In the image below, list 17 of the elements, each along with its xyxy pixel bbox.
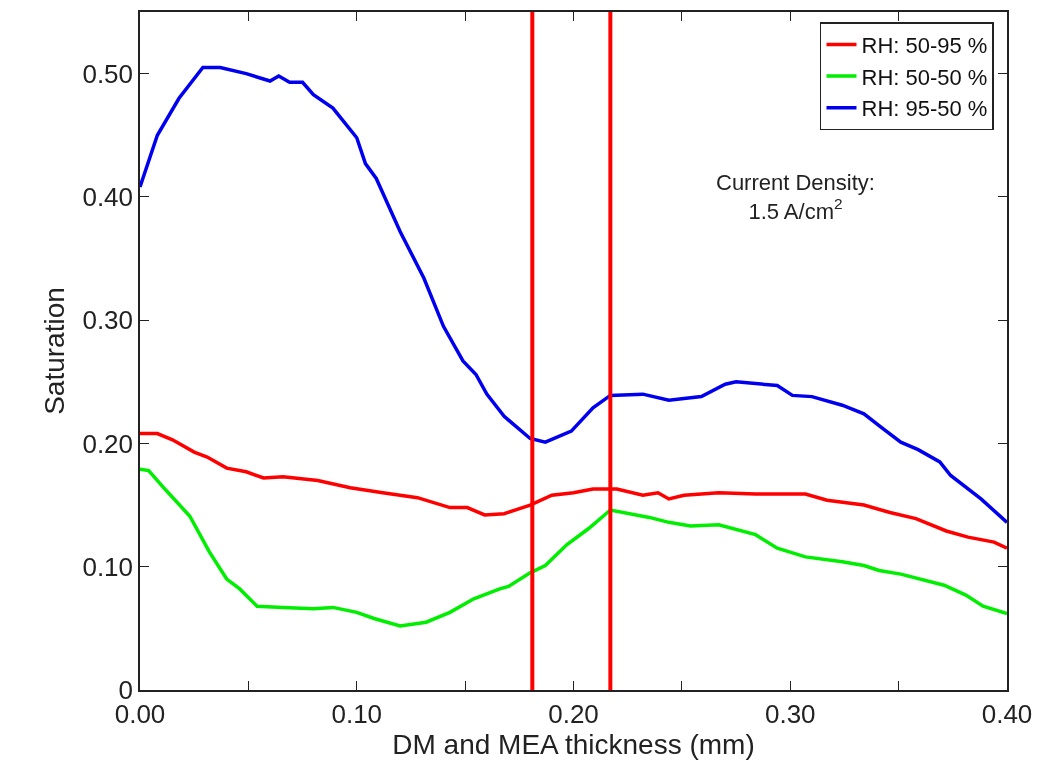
y-tick-label: 0.50	[82, 58, 134, 89]
x-tick-label: 0.20	[548, 698, 599, 729]
legend-label: RH: 50-50 %	[861, 64, 988, 90]
legend-label: RH: 50-95 %	[861, 33, 988, 59]
y-tick-label: 0.30	[82, 305, 134, 336]
annotation: Current Density: 1.5 A/cm$^{2}$	[716, 170, 875, 224]
line-series	[140, 65, 1007, 525]
x-tick-label: 0.10	[331, 698, 383, 729]
x-tick-label: 0.30	[764, 698, 816, 729]
x-axis-title: DM and MEA thickness (mm)	[392, 728, 755, 760]
y-tick-label: 0.10	[82, 551, 134, 582]
y-tick-label: 0.40	[82, 182, 134, 213]
line-series	[140, 467, 1007, 628]
legend-label: RH: 95-50 %	[861, 96, 988, 122]
x-tick-label: 0.40	[981, 698, 1033, 729]
y-tick-label: 0.20	[82, 428, 134, 459]
y-axis-title: Saturation	[38, 287, 70, 415]
